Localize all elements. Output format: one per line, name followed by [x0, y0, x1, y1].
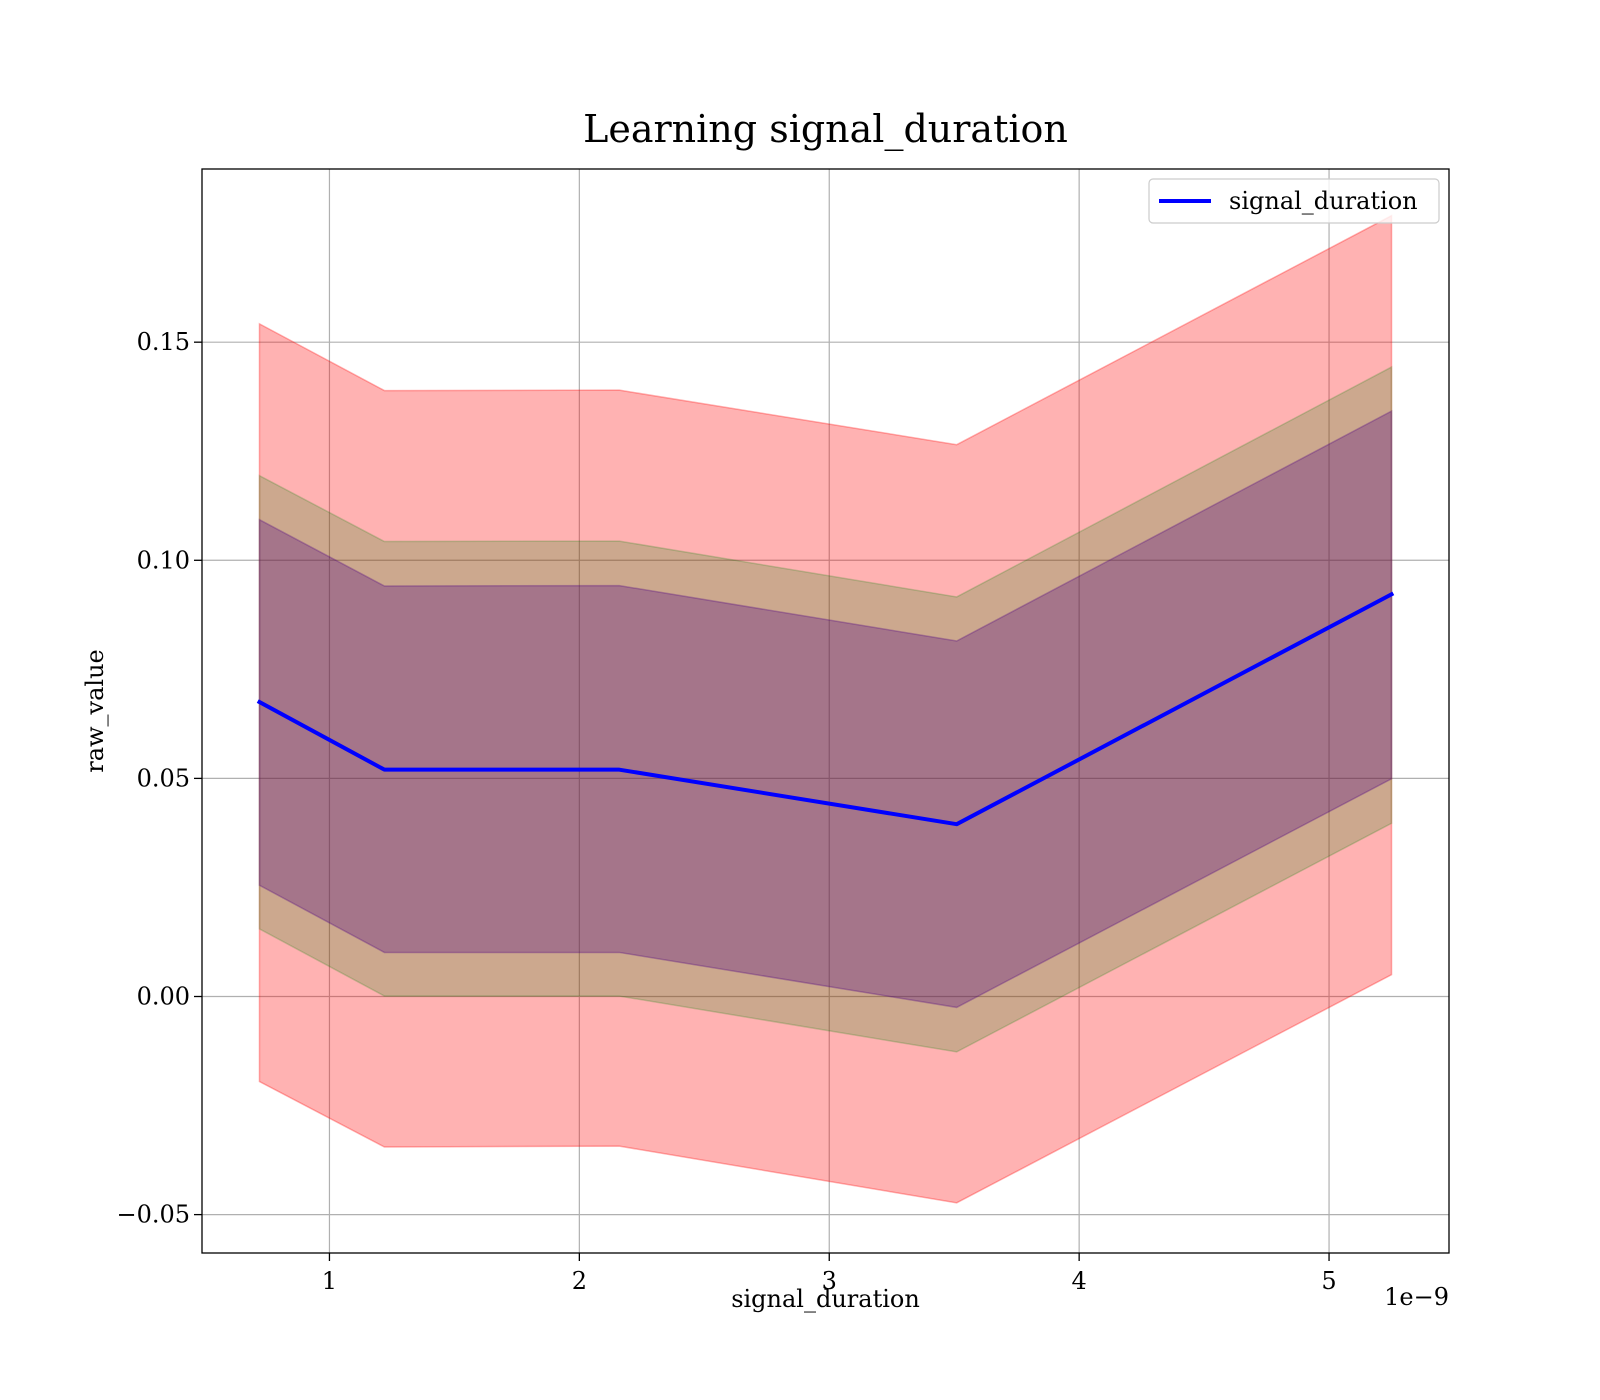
x-tick-label: 1 — [322, 1267, 337, 1295]
legend-box — [1148, 178, 1440, 224]
y-tick-label: 0.00 — [137, 983, 190, 1011]
y-axis-label: raw_value — [81, 649, 109, 773]
x-tick-label: 4 — [1072, 1267, 1087, 1295]
y-tick-label: −0.05 — [116, 1201, 190, 1229]
confidence-band-2 — [258, 365, 1393, 1053]
y-axis-ticks: −0.05 0.00 0.05 0.10 0.15 — [116, 328, 202, 1229]
x-tick-label: 5 — [1321, 1267, 1336, 1295]
confidence-band-3 — [258, 409, 1393, 1009]
y-tick-label: 0.10 — [137, 546, 190, 574]
x-axis-ticks: 1 2 3 4 5 — [322, 1253, 1337, 1295]
x-axis-offset-text: 1e−9 — [1384, 1283, 1449, 1311]
legend-label: signal_duration — [1229, 187, 1418, 215]
chart-title: Learning signal_duration — [583, 107, 1068, 152]
series-lines — [256, 591, 1395, 827]
x-tick-label: 2 — [572, 1267, 587, 1295]
confidence-bands — [258, 214, 1393, 1204]
legend: signal_duration — [1148, 178, 1440, 224]
confidence-band-1 — [258, 214, 1393, 1204]
series-line-1 — [256, 591, 1395, 827]
x-axis-label: signal_duration — [731, 1285, 920, 1313]
grid-lines — [202, 169, 1449, 1253]
x-tick-label: 3 — [822, 1267, 837, 1295]
y-tick-label: 0.15 — [137, 328, 190, 356]
y-tick-label: 0.05 — [137, 764, 190, 792]
plot-frame — [201, 168, 1450, 1254]
